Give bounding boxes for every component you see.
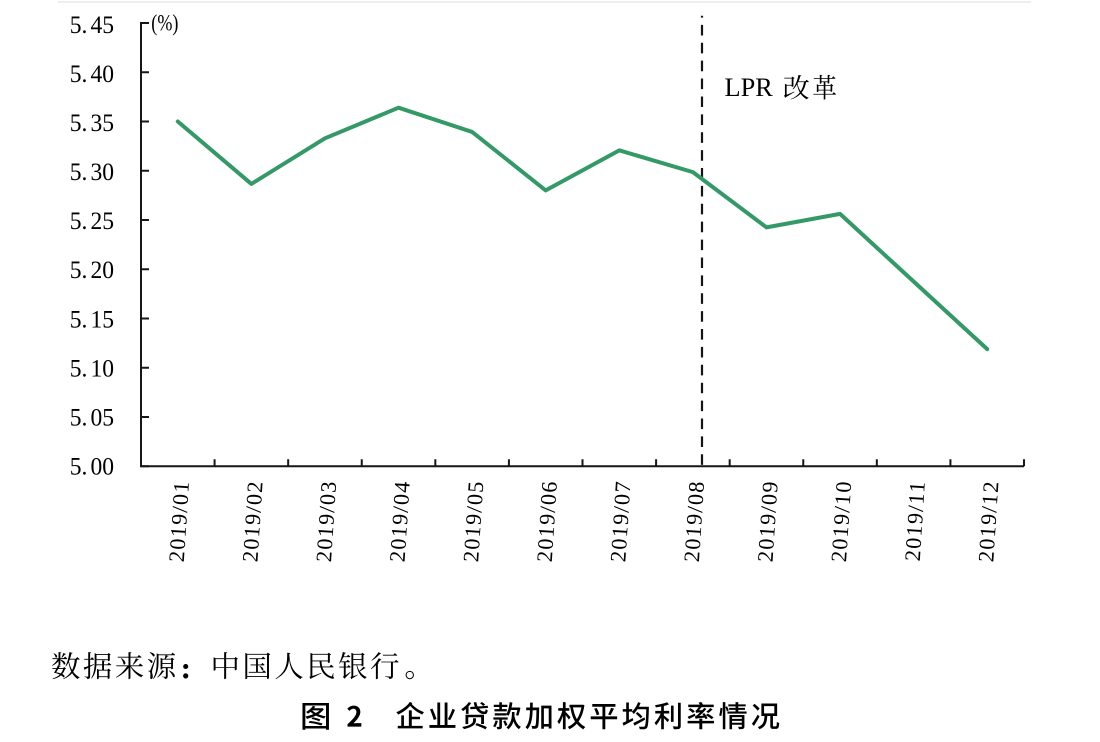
- svg-text:5.20: 5. 20: [70, 256, 114, 284]
- svg-text:2019/08: 2019/08: [679, 480, 709, 563]
- svg-text:5.25: 5. 25: [70, 207, 114, 235]
- svg-text:5.40: 5. 40: [70, 60, 114, 88]
- svg-text:5.30: 5. 30: [70, 158, 114, 186]
- svg-text:2019/04: 2019/04: [385, 480, 415, 563]
- svg-text:5.00: 5. 00: [70, 453, 114, 481]
- svg-text:2019/09: 2019/09: [753, 480, 783, 563]
- svg-text:2019/07: 2019/07: [605, 480, 635, 563]
- svg-text:5.35: 5. 35: [70, 109, 114, 137]
- svg-text:2019/03: 2019/03: [311, 480, 341, 563]
- svg-text:LPR: LPR: [725, 73, 774, 102]
- svg-text:2019/01: 2019/01: [164, 480, 194, 563]
- svg-text:5.15: 5. 15: [70, 305, 114, 333]
- svg-text:5.05: 5. 05: [70, 404, 114, 432]
- svg-text:2019/05: 2019/05: [458, 480, 488, 563]
- svg-text:2019/10: 2019/10: [826, 480, 856, 563]
- svg-text:2019/11: 2019/11: [900, 480, 930, 562]
- svg-text:(%): (%): [151, 11, 178, 37]
- svg-text:2019/12: 2019/12: [973, 480, 1003, 563]
- svg-text:5.45: 5. 45: [70, 11, 114, 39]
- svg-text:2019/06: 2019/06: [532, 480, 562, 563]
- svg-text:2019/02: 2019/02: [237, 480, 267, 563]
- svg-text:5.10: 5. 10: [70, 355, 114, 383]
